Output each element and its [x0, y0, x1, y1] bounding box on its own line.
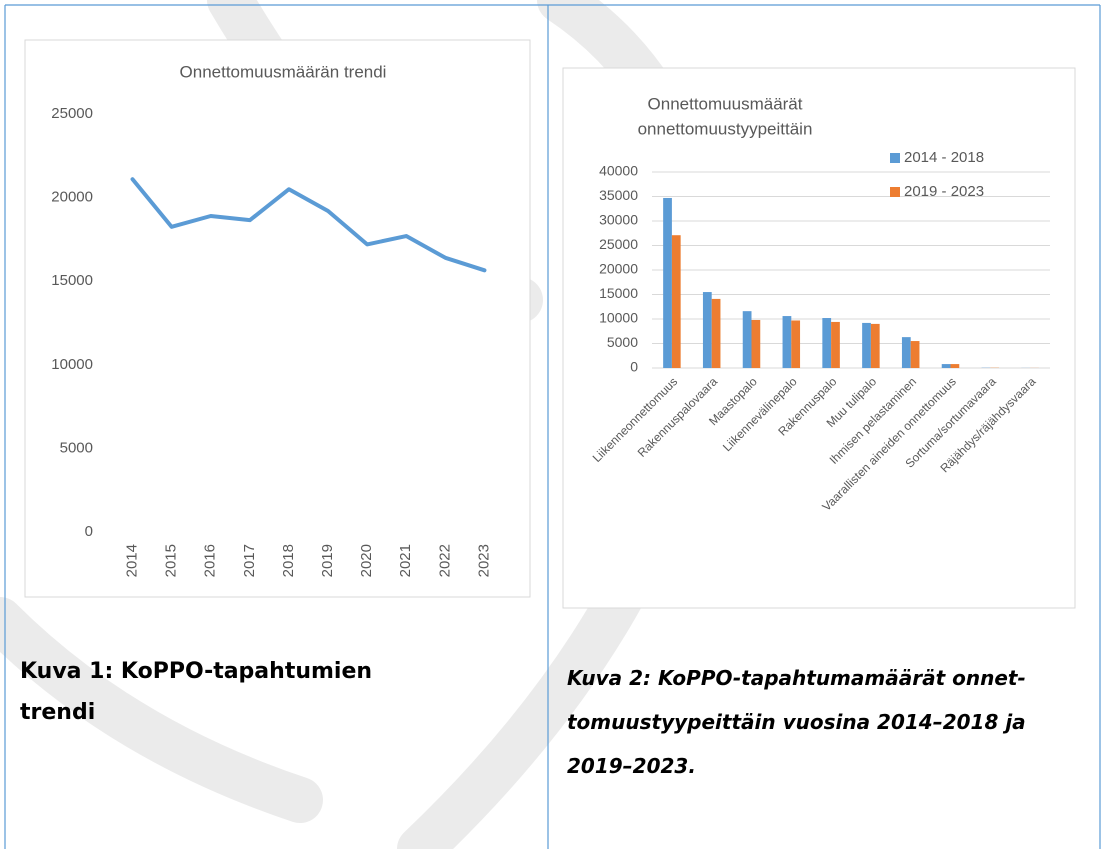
- x-tick-label: 2023: [475, 544, 492, 577]
- y-tick-label: 10000: [599, 310, 638, 326]
- legend-swatch: [890, 153, 900, 163]
- y-tick-label: 25000: [51, 105, 93, 122]
- bar: [751, 319, 761, 368]
- figure-caption: Kuva 1: KoPPO-tapahtumien: [20, 659, 372, 684]
- y-tick-label: 30000: [599, 212, 638, 228]
- chart-box: [24, 39, 531, 598]
- x-tick-label: 2015: [163, 544, 180, 577]
- figure-caption: tomuustyypeittäin vuosina 2014–2018 ja: [567, 710, 1026, 734]
- y-tick-label: 15000: [599, 285, 638, 301]
- figure-caption: 2019–2023.: [567, 754, 696, 778]
- bar: [901, 337, 911, 368]
- bar: [941, 364, 951, 368]
- y-tick-label: 40000: [599, 163, 638, 179]
- bar: [822, 318, 832, 368]
- y-tick-label: 20000: [599, 261, 638, 277]
- bar: [870, 323, 880, 368]
- legend-label: 2019 - 2023: [904, 183, 984, 200]
- y-tick-label: 0: [630, 359, 638, 375]
- figure-caption: trendi: [20, 700, 95, 725]
- frame: [4, 4, 1101, 849]
- legend-swatch: [890, 187, 900, 197]
- figure-caption: Kuva 2: KoPPO-tapahtumamäärät onnet-: [567, 666, 1026, 690]
- y-tick-label: 0: [85, 523, 93, 540]
- legend-label: 2014 - 2018: [904, 149, 984, 166]
- x-tick-label: 2014: [124, 544, 141, 577]
- line-series: [130, 177, 487, 273]
- bar: [862, 322, 871, 368]
- bar: [910, 341, 920, 368]
- x-tick-label: 2018: [280, 544, 297, 577]
- bar: [742, 311, 752, 368]
- bar: [791, 320, 801, 368]
- bar: [950, 364, 960, 368]
- bar: [711, 298, 721, 368]
- y-tick-label: 20000: [51, 189, 93, 206]
- x-tick-label: 2021: [397, 544, 414, 577]
- y-tick-label: 35000: [599, 187, 638, 203]
- x-tick-label: 2020: [358, 544, 375, 577]
- chart-title: Onnettomuusmäärät: [648, 94, 803, 113]
- bar: [702, 292, 712, 368]
- x-tick-label: 2017: [241, 544, 258, 577]
- x-tick-label: 2022: [436, 544, 453, 577]
- bar: [831, 321, 840, 368]
- bar: [782, 316, 792, 368]
- y-tick-label: 15000: [51, 272, 93, 289]
- x-tick-label: 2016: [202, 544, 219, 577]
- bar: [663, 197, 672, 368]
- watermark-stroke: [0, 597, 323, 823]
- y-tick-label: 5000: [607, 334, 638, 350]
- chart-title: onnettomuustyypeittäin: [638, 119, 813, 138]
- y-tick-label: 25000: [599, 236, 638, 252]
- x-tick-label: 2019: [319, 544, 336, 577]
- y-tick-label: 5000: [60, 439, 93, 456]
- chart-box: [562, 67, 1076, 609]
- chart-title: Onnettomuusmäärän trendi: [180, 62, 387, 81]
- y-tick-label: 10000: [51, 356, 93, 373]
- bar: [671, 235, 681, 368]
